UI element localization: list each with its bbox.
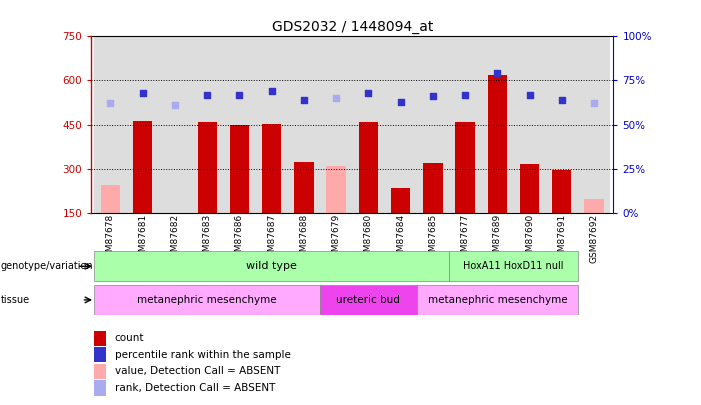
Text: ureteric bud: ureteric bud (336, 295, 400, 305)
Bar (416, 36, 449, 213)
Point (459, 92, 470, 98)
Bar (552, 170, 571, 213)
Point (395, 98, 406, 105)
Text: metanephric mesenchyme: metanephric mesenchyme (428, 295, 567, 305)
Bar (198, 122, 217, 213)
Point (266, 88, 278, 94)
Bar (294, 162, 313, 213)
Text: rank, Detection Call = ABSENT: rank, Detection Call = ABSENT (115, 383, 275, 393)
Point (556, 97, 567, 103)
Bar (94, 380, 106, 396)
Bar (423, 163, 442, 213)
Title: GDS2032 / 1448094_at: GDS2032 / 1448094_at (271, 20, 433, 34)
Bar (320, 36, 353, 213)
Bar (449, 251, 578, 281)
Bar (127, 36, 159, 213)
Bar (545, 36, 578, 213)
Point (491, 70, 503, 77)
Bar (94, 331, 106, 346)
Point (137, 90, 149, 96)
Text: genotype/variation: genotype/variation (1, 261, 93, 271)
Text: metanephric mesenchyme: metanephric mesenchyme (137, 295, 277, 305)
Bar (95, 285, 320, 315)
Point (105, 100, 116, 107)
Bar (95, 36, 127, 213)
Bar (359, 122, 378, 213)
Bar (256, 36, 288, 213)
Point (362, 90, 374, 96)
Bar (320, 285, 416, 315)
Bar (94, 364, 106, 379)
Bar (191, 36, 224, 213)
Bar (488, 75, 507, 213)
Text: value, Detection Call = ABSENT: value, Detection Call = ABSENT (115, 367, 280, 376)
Text: HoxA11 HoxD11 null: HoxA11 HoxD11 null (463, 261, 564, 271)
Bar (230, 126, 249, 213)
Bar (262, 124, 281, 213)
Bar (513, 36, 545, 213)
Bar (95, 251, 449, 281)
Text: count: count (115, 333, 144, 343)
Bar (578, 36, 610, 213)
Point (331, 95, 342, 101)
Bar (585, 199, 604, 213)
Bar (101, 185, 120, 213)
Point (427, 93, 438, 100)
Bar (224, 36, 256, 213)
Bar (481, 36, 513, 213)
Point (524, 92, 535, 98)
Bar (288, 36, 320, 213)
Bar (353, 36, 384, 213)
Bar (133, 121, 152, 213)
Bar (449, 36, 481, 213)
Bar (391, 188, 410, 213)
Point (588, 100, 599, 107)
Text: wild type: wild type (246, 261, 297, 271)
Point (170, 102, 181, 109)
Point (234, 92, 245, 98)
Text: tissue: tissue (1, 295, 30, 305)
Point (202, 92, 213, 98)
Bar (384, 36, 416, 213)
Point (299, 97, 310, 103)
Bar (520, 164, 539, 213)
Bar (416, 285, 578, 315)
Bar (327, 166, 346, 213)
Bar (456, 122, 475, 213)
Bar (159, 36, 191, 213)
Bar (94, 347, 106, 362)
Text: percentile rank within the sample: percentile rank within the sample (115, 350, 291, 360)
